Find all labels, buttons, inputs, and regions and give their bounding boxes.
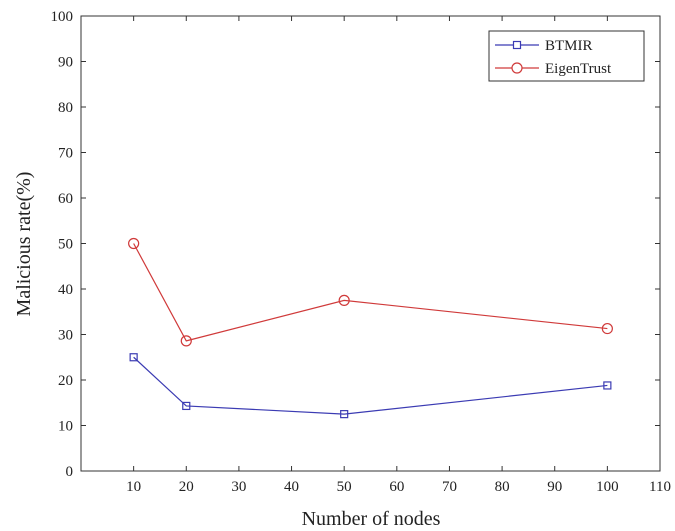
x-axis-label: Number of nodes xyxy=(302,508,441,530)
x-tick-label: 30 xyxy=(231,479,246,495)
y-tick-label: 60 xyxy=(58,191,73,207)
y-tick-label: 40 xyxy=(58,282,73,298)
y-axis-label: Malicious rate(%) xyxy=(13,172,35,317)
x-tick-label: 90 xyxy=(547,479,562,495)
y-tick-label: 10 xyxy=(58,419,73,435)
x-tick-label: 110 xyxy=(649,479,671,495)
y-tick-label: 20 xyxy=(58,373,73,389)
series-line xyxy=(133,243,608,342)
x-tick-label: 20 xyxy=(179,479,194,495)
data-point xyxy=(601,322,613,335)
x-tick-label: 70 xyxy=(442,479,457,495)
y-tick-label: 90 xyxy=(58,55,73,71)
legend-marker xyxy=(512,40,522,50)
x-tick-label: 80 xyxy=(495,479,510,495)
data-point xyxy=(182,401,191,411)
y-tick-label: 30 xyxy=(58,328,73,344)
y-tick-label: 0 xyxy=(66,464,74,480)
x-tick-label: 100 xyxy=(596,479,619,495)
x-tick-label: 60 xyxy=(389,479,404,495)
legend: BTMIR EigenTrust xyxy=(488,30,645,82)
data-point xyxy=(338,294,350,306)
y-tick-label: 50 xyxy=(58,237,73,253)
legend-label: EigenTrust xyxy=(545,61,612,77)
data-point xyxy=(129,353,138,362)
legend-label: BTMIR xyxy=(545,38,593,54)
axes-frame xyxy=(80,15,661,472)
x-tick-label: 50 xyxy=(337,479,352,495)
legend-marker xyxy=(511,62,523,74)
data-point xyxy=(180,335,192,347)
data-point xyxy=(603,381,612,390)
y-tick-label: 80 xyxy=(58,100,73,116)
y-tick-label: 100 xyxy=(51,9,74,25)
x-tick-label: 10 xyxy=(126,479,141,495)
data-point xyxy=(340,410,349,419)
series-line xyxy=(133,356,608,415)
x-tick-label: 40 xyxy=(284,479,299,495)
y-tick-label: 70 xyxy=(58,146,73,162)
data-point xyxy=(128,237,140,250)
plot-area: 10 20 30 40 50 60 70 80 90 100 110 0 10 20 30 40 50 60 70 8… xyxy=(51,9,671,495)
